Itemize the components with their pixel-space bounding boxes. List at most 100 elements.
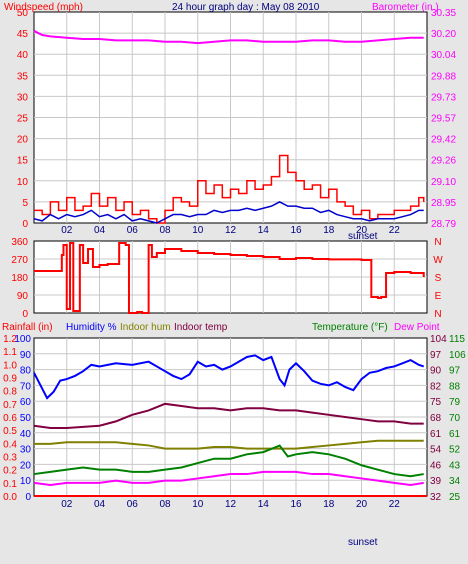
- x-tick-label: 12: [225, 499, 237, 510]
- indoor-temp-label: Indoor temp: [174, 322, 228, 333]
- barometer-tick-label: 29.26: [431, 156, 456, 167]
- wind-direction-line: [34, 242, 425, 314]
- rainfall-tick-label: 0.6: [3, 413, 17, 424]
- temperature-inner-tick-label: 39: [430, 476, 442, 487]
- x-tick-label: 12: [225, 225, 237, 236]
- temperature-inner-tick-label: 32: [430, 492, 442, 503]
- x-tick-label: 08: [159, 225, 171, 236]
- windspeed-tick-label: 20: [17, 135, 29, 146]
- x-tick-label: 10: [192, 225, 204, 236]
- x-tick-label: 22: [389, 499, 401, 510]
- windspeed-tick-labels: 0 5 10 15 20 25 30 35 40 45 50: [17, 8, 29, 230]
- direction-degree-tick-label: 270: [11, 255, 28, 266]
- rain-hum-temp-sunset-label: sunset: [348, 537, 378, 548]
- barometer-tick-label: 30.35: [431, 8, 456, 19]
- rainfall-tick-label: 0.2: [3, 466, 17, 477]
- x-tick-label: 04: [94, 499, 106, 510]
- wind-direction-series: [34, 242, 425, 314]
- wind-baro-series: [33, 30, 425, 224]
- barometer-tick-label: 28.79: [431, 219, 456, 230]
- temperature-inner-tick-label: 75: [430, 397, 442, 408]
- windspeed-tick-label: 30: [17, 92, 29, 103]
- barometer-tick-label: 29.10: [431, 177, 456, 188]
- temperature-outer-tick-label: 52: [449, 445, 461, 456]
- direction-degree-tick-label: 360: [11, 237, 28, 248]
- temperature-line: [33, 444, 424, 478]
- temperature-outer-tick-label: 106: [449, 350, 466, 361]
- temperature-inner-tick-label: 82: [430, 381, 442, 392]
- rainfall-tick-label: 0.1: [3, 479, 17, 490]
- humidity-tick-label: 50: [20, 413, 32, 424]
- temperature-inner-tick-label: 54: [430, 445, 442, 456]
- barometer-tick-label: 29.88: [431, 71, 456, 82]
- windspeed-tick-label: 50: [17, 8, 29, 19]
- x-tick-label: 14: [258, 499, 270, 510]
- direction-compass-tick-label: N: [434, 309, 441, 320]
- humidity-tick-label: 90: [20, 350, 32, 361]
- humidity-tick-label: 30: [20, 445, 32, 456]
- wind-baro-grid: [34, 12, 427, 223]
- direction-degree-tick-labels: 0 90 180 270 360: [11, 237, 28, 320]
- barometer-tick-label: 30.20: [431, 29, 456, 40]
- windspeed-tick-label: 15: [17, 156, 29, 167]
- temperature-outer-tick-labels: 25 34 43 52 61 70 79 88 97 106 115: [449, 334, 466, 503]
- barometer-tick-label: 30.04: [431, 50, 456, 61]
- dew-point-label: Dew Point: [394, 322, 440, 333]
- x-tick-label: 06: [127, 499, 139, 510]
- temperature-outer-tick-label: 43: [449, 460, 461, 471]
- temperature-inner-tick-label: 61: [430, 429, 442, 440]
- indoorTemp-line: [33, 402, 424, 429]
- windspeed-tick-label: 10: [17, 177, 29, 188]
- direction-compass-tick-label: W: [433, 255, 443, 266]
- rainfall-tick-label: 0.9: [3, 374, 17, 385]
- humidity-tick-label: 40: [20, 429, 32, 440]
- barometer-tick-label: 28.95: [431, 198, 456, 209]
- rainfall-tick-label: 0.7: [3, 400, 17, 411]
- temperature-inner-tick-label: 46: [430, 460, 442, 471]
- temperature-outer-tick-label: 34: [449, 476, 461, 487]
- temperature-inner-tick-label: 68: [430, 413, 442, 424]
- windspeed-tick-label: 35: [17, 71, 29, 82]
- x-tick-label: 22: [389, 225, 401, 236]
- barometer-tick-label: 29.42: [431, 135, 456, 146]
- temperature-inner-tick-labels: 32 39 46 54 61 68 75 82 90 97 104: [430, 334, 447, 503]
- humidity-tick-label: 0: [25, 492, 31, 503]
- rainfall-label: Rainfall (in): [2, 322, 53, 333]
- rain-hum-temp-x-tick-labels: 02 04 06 08 10 12 14 16 18 20 22: [61, 499, 400, 510]
- humidity-tick-label: 20: [20, 460, 32, 471]
- barometer-line: [33, 30, 424, 45]
- rainfall-tick-label: 0.0: [3, 492, 17, 503]
- rainfall-tick-label: 1.1: [3, 347, 17, 358]
- x-tick-label: 18: [323, 499, 335, 510]
- windspeed-axis-label: Windspeed (mph): [4, 2, 83, 13]
- barometer-axis-label: Barometer (in.): [372, 2, 439, 13]
- indoor-hum-label: Indoor hum: [120, 322, 171, 333]
- windspeed-tick-label: 25: [17, 114, 29, 125]
- x-tick-label: 20: [356, 499, 368, 510]
- x-tick-label: 06: [127, 225, 139, 236]
- temperature-outer-tick-label: 88: [449, 381, 461, 392]
- rainfall-tick-label: 1.2: [3, 334, 17, 345]
- humidity-tick-label: 80: [20, 366, 32, 377]
- humidity-tick-label: 100: [14, 334, 31, 345]
- temperature-inner-tick-label: 97: [430, 350, 442, 361]
- x-tick-label: 08: [159, 499, 171, 510]
- humidity-tick-label: 10: [20, 476, 32, 487]
- direction-degree-tick-label: 180: [11, 273, 28, 284]
- rainfall-tick-label: 0.8: [3, 387, 17, 398]
- x-tick-label: 02: [61, 225, 73, 236]
- x-tick-label: 14: [258, 225, 270, 236]
- rainfall-tick-label: 1.0: [3, 360, 17, 371]
- temperature-outer-tick-label: 79: [449, 397, 461, 408]
- barometer-tick-label: 29.57: [431, 114, 456, 125]
- rainfall-tick-label: 0.5: [3, 426, 17, 437]
- rainfall-tick-label: 0.4: [3, 439, 17, 450]
- rainfall-tick-labels: 0.0 0.1 0.2 0.3 0.4 0.5 0.6 0.7 0.8 0.9 1.0 1.1 1.2: [3, 334, 17, 503]
- direction-compass-tick-label: N: [434, 237, 441, 248]
- wind-baro-sunset-label: sunset: [348, 231, 378, 242]
- direction-degree-tick-label: 0: [22, 309, 28, 320]
- windspeed-tick-label: 45: [17, 29, 29, 40]
- barometer-tick-label: 29.73: [431, 92, 456, 103]
- x-tick-label: 20: [356, 225, 368, 236]
